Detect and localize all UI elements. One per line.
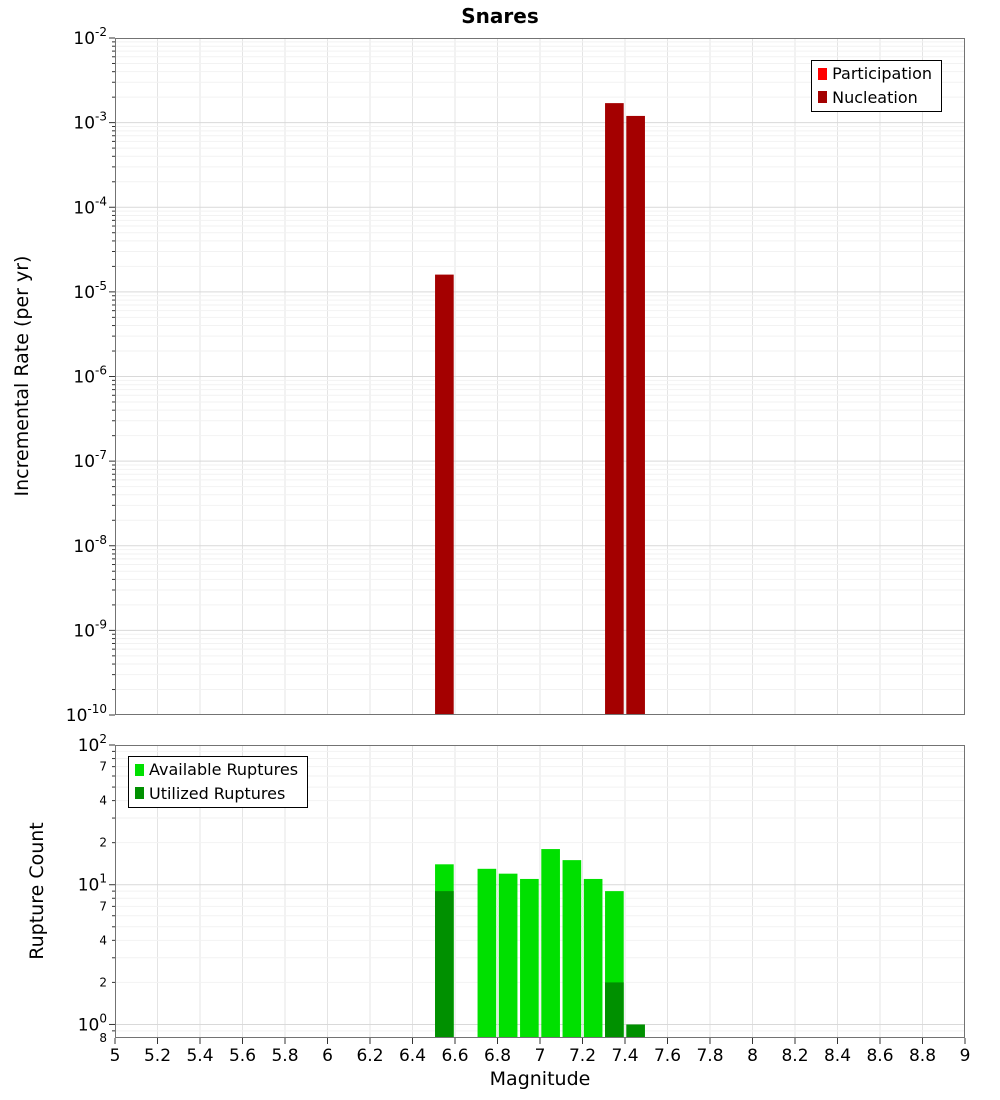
y-tick-label: 10-10 xyxy=(66,702,107,726)
x-tick-label: 6.6 xyxy=(441,1046,468,1066)
y-minor-tick-label: 2 xyxy=(99,836,107,850)
legend-count: Available Ruptures Utilized Ruptures xyxy=(128,756,309,809)
y-tick-label: 10-5 xyxy=(73,279,107,303)
x-tick-label: 7.4 xyxy=(611,1046,638,1066)
participation-swatch xyxy=(818,67,828,80)
utilized-ruptures-swatch xyxy=(135,787,144,800)
x-tick-label: 6 xyxy=(322,1046,333,1066)
x-tick-label: 8.6 xyxy=(866,1046,893,1066)
y-tick-label: 10-6 xyxy=(73,364,107,388)
count-axis-label: Rupture Count xyxy=(26,822,48,960)
legend-rate: Participation Nucleation xyxy=(811,60,942,113)
y-tick-label: 10-7 xyxy=(73,448,107,472)
legend-entry-participation: Participation xyxy=(818,65,932,83)
bar-available-ruptures xyxy=(498,873,518,1038)
legend-entry-available-ruptures: Available Ruptures xyxy=(135,761,298,779)
x-tick-label: 8.4 xyxy=(824,1046,851,1066)
x-tick-label: 7.8 xyxy=(696,1046,723,1066)
y-tick-label: 10-8 xyxy=(73,533,107,557)
x-tick-label: 6.8 xyxy=(484,1046,511,1066)
available-ruptures-label: Available Ruptures xyxy=(149,760,299,779)
y-tick-label: 10-2 xyxy=(73,25,107,49)
x-tick-label: 8.2 xyxy=(781,1046,808,1066)
bar-available-ruptures xyxy=(477,868,497,1038)
bar-utilized-ruptures xyxy=(435,891,454,1038)
plot-frame xyxy=(115,38,965,715)
y-minor-tick-label: 4 xyxy=(99,933,107,947)
x-tick-label: 8 xyxy=(747,1046,758,1066)
bar-utilized-ruptures xyxy=(626,1024,645,1038)
y-minor-tick-label: 7 xyxy=(99,760,107,774)
bar-nucleation xyxy=(626,115,645,715)
nucleation-label: Nucleation xyxy=(832,87,918,107)
x-tick-label: 6.4 xyxy=(399,1046,426,1066)
x-tick-label: 5.6 xyxy=(229,1046,256,1066)
utilized-ruptures-label: Utilized Ruptures xyxy=(149,783,286,803)
bar-nucleation xyxy=(435,274,454,715)
chart-title: Snares xyxy=(461,4,539,28)
y-tick-label: 10-3 xyxy=(73,110,107,134)
x-tick-label: 5 xyxy=(110,1046,121,1066)
x-tick-label: 7 xyxy=(535,1046,546,1066)
x-tick-label: 6.2 xyxy=(356,1046,383,1066)
plot-rate: 10-2 10-3 10-4 10-5 10-6 10-7 10-8 10-9 10-10 xyxy=(66,25,965,726)
y-tick-label: 102 xyxy=(78,732,107,756)
y-minor-tick-label: 4 xyxy=(99,794,107,808)
bar-available-ruptures xyxy=(562,860,582,1038)
y-tick-label: 101 xyxy=(78,872,107,896)
bar-available-ruptures xyxy=(583,878,603,1038)
y-minor-tick-label: 7 xyxy=(99,899,107,913)
y-tick-label: 10-9 xyxy=(73,617,107,641)
y-minor-tick-label: 8 xyxy=(99,1031,107,1045)
legend-entry-nucleation: Nucleation xyxy=(818,87,932,107)
bar-available-ruptures xyxy=(541,849,560,1038)
y-tick-label: 100 xyxy=(78,1011,107,1035)
x-tick-label: 5.2 xyxy=(144,1046,171,1066)
nucleation-swatch xyxy=(818,91,828,104)
bar-available-ruptures xyxy=(520,878,539,1038)
y-tick-label: 10-4 xyxy=(73,194,107,218)
participation-label: Participation xyxy=(832,64,932,83)
bar-nucleation xyxy=(605,103,624,715)
x-tick-label: 5.4 xyxy=(186,1046,213,1066)
rate-axis-label: Incremental Rate (per yr) xyxy=(11,255,33,497)
x-tick-label: 8.8 xyxy=(909,1046,936,1066)
bar-utilized-ruptures xyxy=(605,982,624,1038)
plot-frame xyxy=(115,745,965,1038)
legend-entry-utilized-ruptures: Utilized Ruptures xyxy=(135,783,298,803)
x-tick-label: 9 xyxy=(960,1046,971,1066)
available-ruptures-swatch xyxy=(135,763,144,776)
y-minor-tick-label: 2 xyxy=(99,975,107,989)
x-tick-label: 7.2 xyxy=(569,1046,596,1066)
x-tick-label: 7.6 xyxy=(654,1046,681,1066)
magnitude-axis-label: Magnitude xyxy=(489,1068,591,1090)
x-tick-label: 5.8 xyxy=(271,1046,298,1066)
